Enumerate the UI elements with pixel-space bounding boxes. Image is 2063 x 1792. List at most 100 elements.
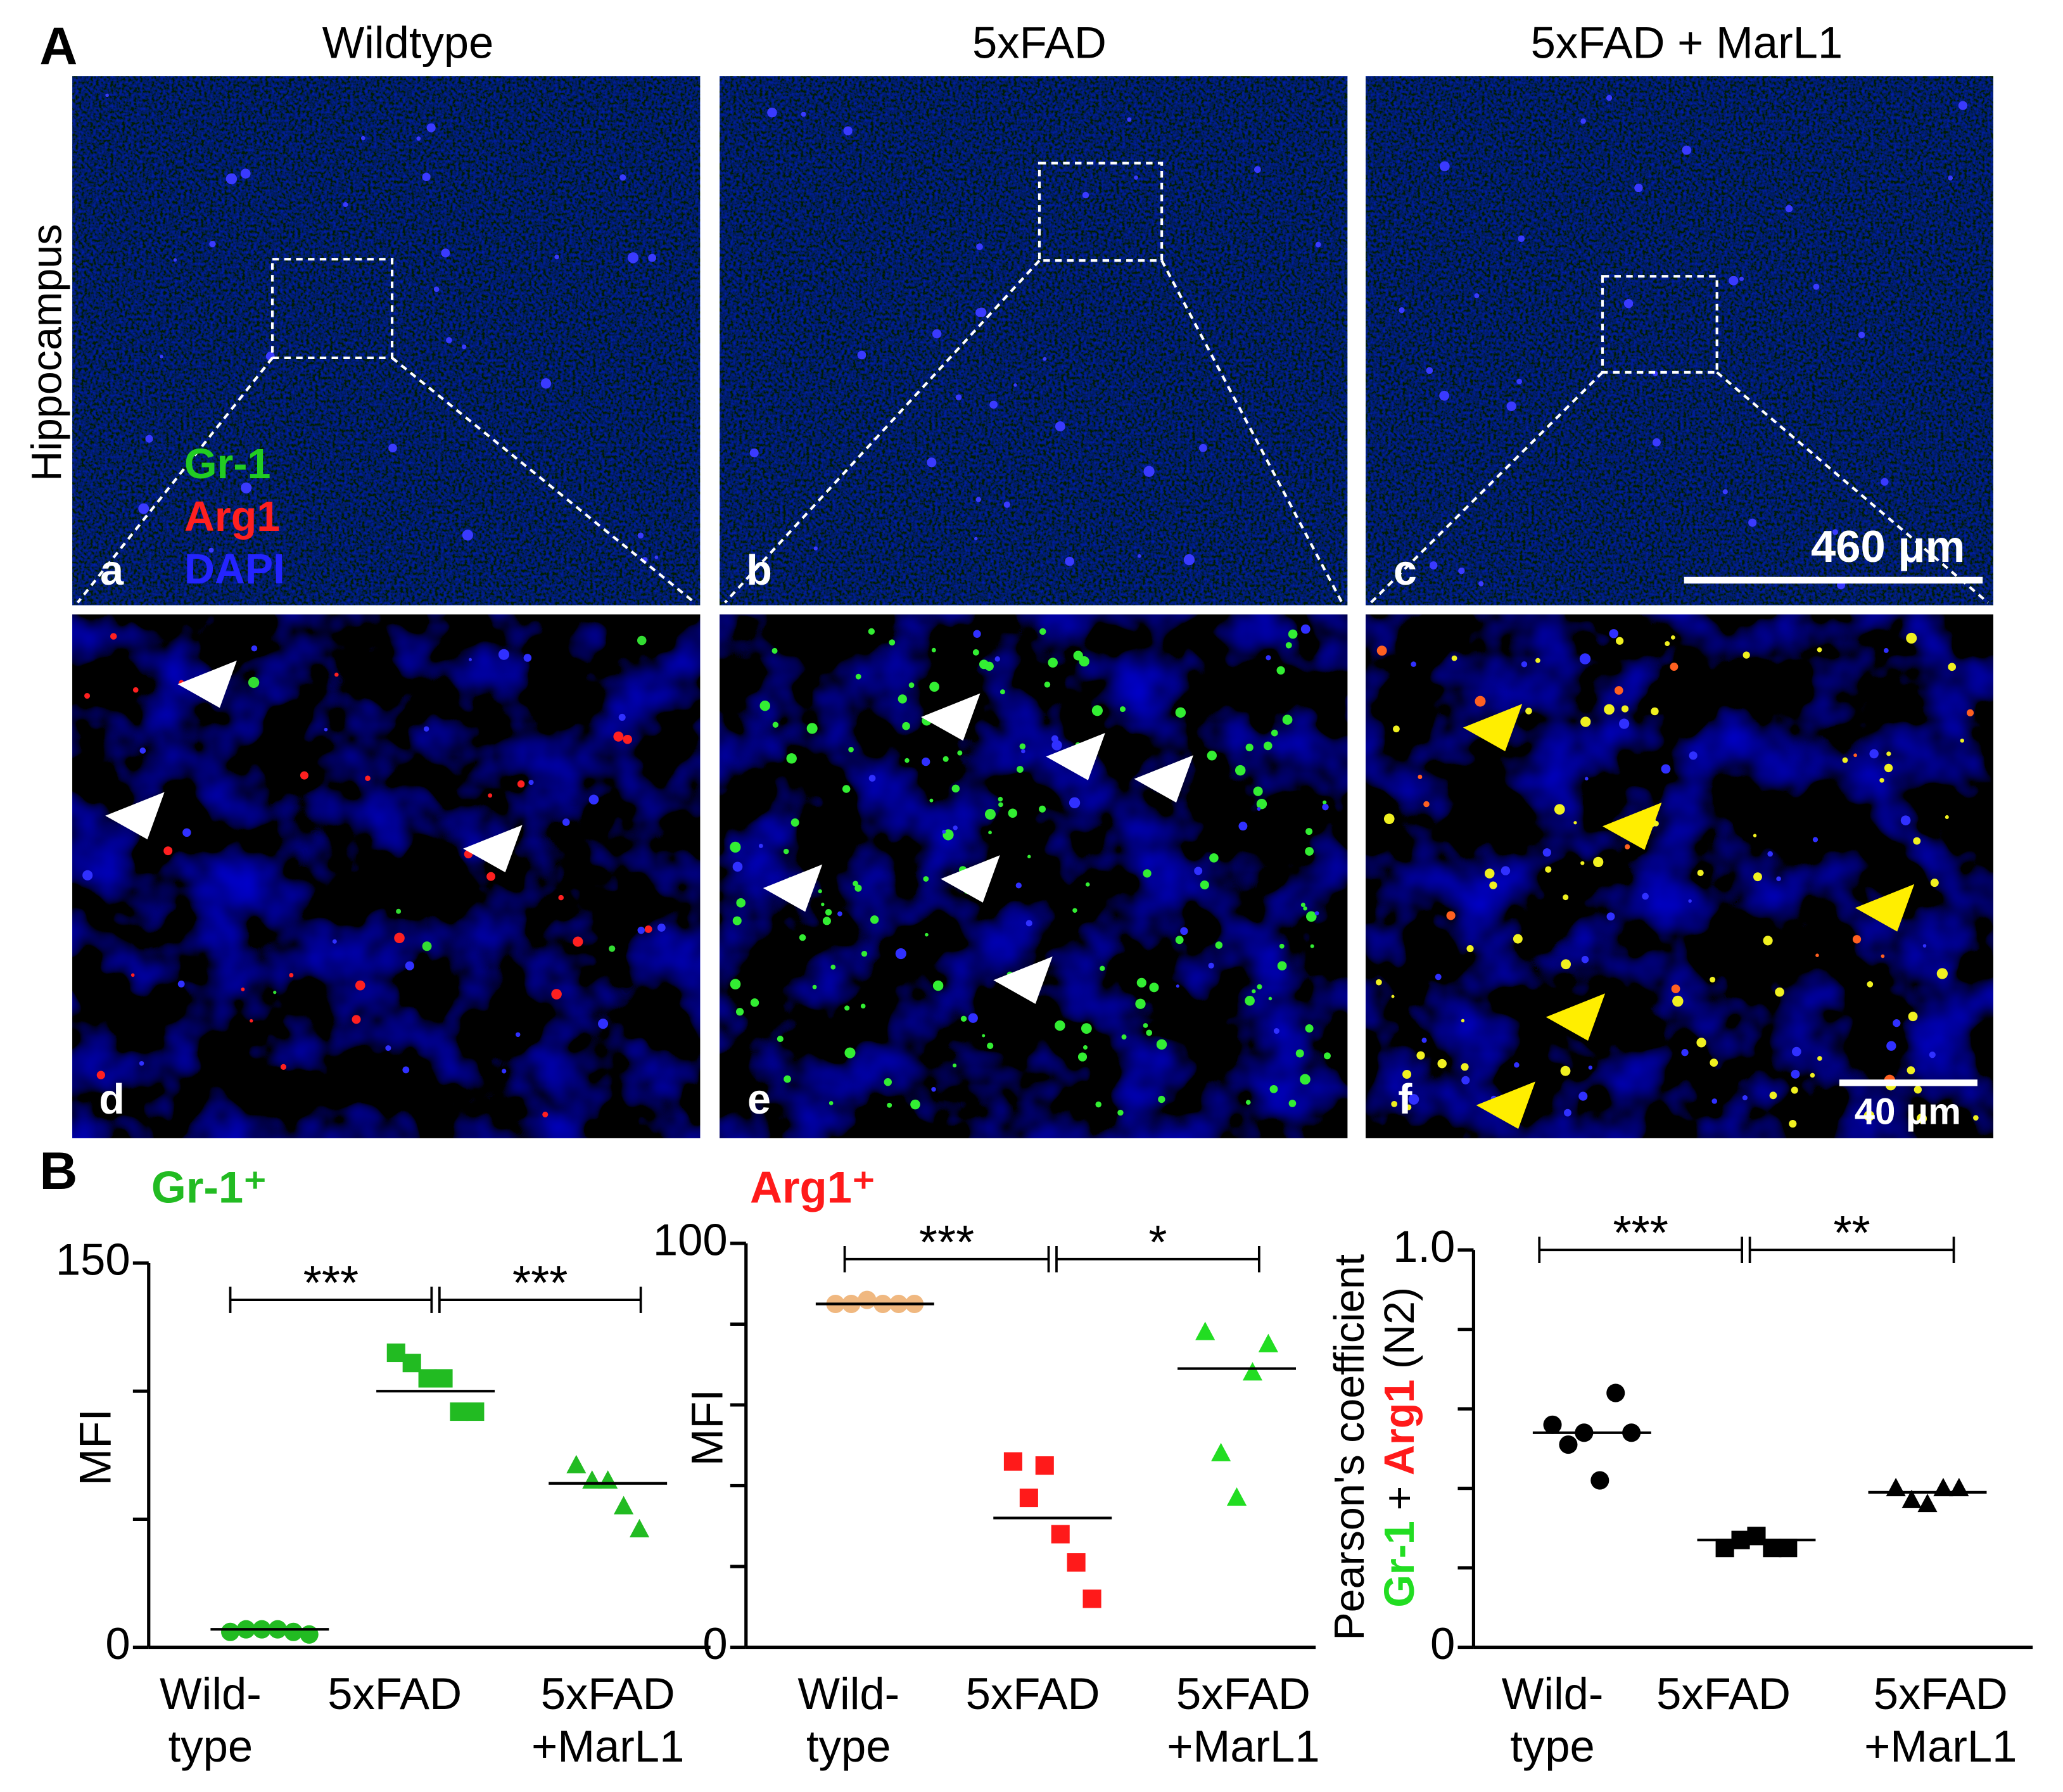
cell-signal (1791, 1086, 1798, 1094)
arrowhead (177, 660, 237, 708)
x-tick-label: 5xFAD (1874, 1668, 2008, 1719)
y-axis-label: Pearson's coefficient (1326, 1254, 1373, 1641)
row-title: Hippocampus (24, 224, 71, 481)
dapi-signal (72, 614, 701, 1138)
x-tick-label: +MarL1 (1864, 1721, 2017, 1771)
cell-signal (1077, 1052, 1088, 1062)
cell-signal (1399, 307, 1405, 314)
cell-signal (273, 990, 277, 994)
micrographs (72, 76, 1993, 1138)
cell-signal (1055, 1020, 1065, 1031)
cell-signal (895, 948, 906, 960)
cell-signal (1245, 996, 1255, 1006)
cell-signal (1065, 556, 1074, 566)
data-point (1082, 1589, 1101, 1608)
cell-signal (1585, 777, 1589, 781)
cell-signal (1908, 1012, 1918, 1022)
cell-signal (1742, 651, 1750, 659)
cell-signal (1966, 709, 1974, 716)
cell-signal (1215, 941, 1223, 949)
cell-signal (855, 673, 861, 680)
cell-signal (426, 123, 436, 132)
arrowhead (105, 792, 165, 840)
arrowhead (463, 825, 523, 873)
data-point (1226, 1487, 1247, 1506)
cell-signal (225, 173, 238, 185)
y-tick-label: 1.0 (1393, 1221, 1455, 1271)
cell-signal (138, 503, 149, 514)
cell-signal (1048, 658, 1058, 668)
cell-signal (844, 1047, 856, 1058)
cell-signal (828, 1101, 834, 1105)
cell-signal (1253, 786, 1263, 796)
cell-signal (1100, 965, 1105, 971)
image-label: c (1393, 547, 1417, 594)
data-point (1211, 1442, 1231, 1461)
cell-signal (1651, 707, 1659, 716)
cell-signal (1753, 872, 1762, 882)
cell-signal (84, 692, 91, 699)
cell-signal (1209, 853, 1219, 863)
image-label: f (1398, 1076, 1412, 1123)
cell-signal (1003, 501, 1010, 508)
cell-signal (759, 701, 770, 711)
cell-signal (1310, 944, 1314, 948)
cell-signal (790, 818, 799, 827)
cell-signal (1623, 299, 1634, 308)
image-label: b (746, 547, 772, 594)
data-point (1051, 1525, 1070, 1544)
data-point (629, 1518, 650, 1537)
data-point (1035, 1456, 1054, 1475)
x-tick-label: type (168, 1721, 253, 1771)
data-point (1779, 1539, 1798, 1558)
cell-signal (1027, 855, 1031, 858)
cell-signal (1606, 912, 1615, 921)
arrowhead (941, 855, 1000, 903)
cell-signal (1914, 1086, 1922, 1094)
cell-signal (1271, 729, 1278, 737)
data-point (1242, 1362, 1263, 1381)
cell-signal (1900, 815, 1911, 825)
cell-signal (1156, 1039, 1167, 1050)
data-point (284, 1622, 303, 1641)
data-point (1543, 1415, 1562, 1434)
cell-signal (1198, 443, 1207, 452)
x-tick-label: type (806, 1721, 891, 1771)
cell-signal (1273, 1028, 1279, 1034)
x-tick-label: 5xFAD (1176, 1668, 1311, 1719)
cell-signal (830, 964, 836, 970)
cell-signal (932, 329, 942, 339)
zoom-line (1716, 371, 1989, 604)
data-point (1067, 1553, 1086, 1572)
sig-label: *** (1613, 1206, 1668, 1259)
cell-signal (1143, 466, 1155, 477)
cell-signal (1710, 1058, 1718, 1067)
cell-signal (343, 202, 348, 207)
cell-signal (1095, 1101, 1101, 1108)
cell-signal (908, 682, 915, 688)
cell-signal (1324, 1052, 1331, 1060)
cell-signal (1245, 1100, 1251, 1105)
cell-signal (598, 1019, 609, 1029)
arrowhead (1463, 704, 1523, 752)
cell-signal (1322, 803, 1329, 811)
cell-signal (1670, 663, 1679, 671)
cell-signal (902, 721, 910, 730)
cell-signal (388, 443, 397, 453)
cell-signal (1869, 749, 1879, 759)
cell-signal (922, 757, 930, 766)
cell-signal (1439, 390, 1450, 401)
cell-signal (931, 647, 936, 652)
cell-signal (1421, 1038, 1427, 1043)
cell-signal (1391, 1100, 1398, 1107)
stain-legend: Gr-1 (184, 441, 271, 488)
cell-signal (1729, 276, 1739, 286)
cell-signal (1305, 828, 1313, 836)
cell-signal (860, 1003, 866, 1009)
cell-signal (1245, 743, 1254, 752)
cell-signal (884, 1078, 892, 1086)
sig-label: * (1148, 1216, 1167, 1269)
cell-signal (1279, 943, 1285, 949)
cell-signal (1000, 689, 1005, 695)
